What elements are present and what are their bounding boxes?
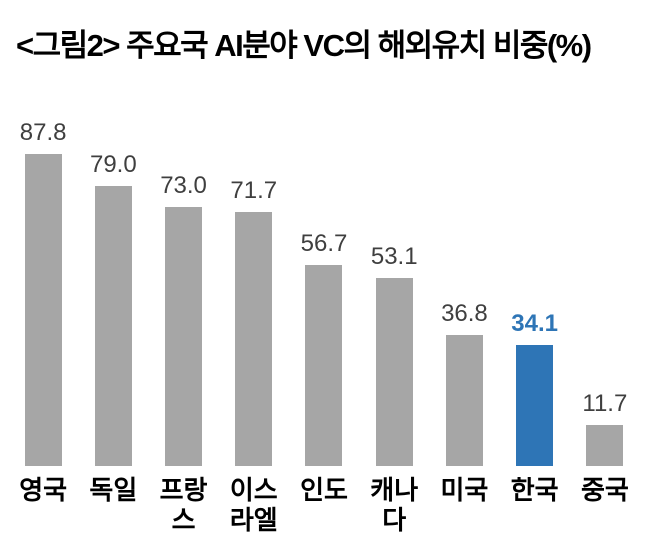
- value-label: 71.7: [230, 176, 278, 204]
- bar-chart: 87.8 영국 79.0 독일 73.0 프랑스 71.7 이스 라엘 56.7 인도 53.1 캐나…: [8, 88, 640, 546]
- category-label: 프랑스: [159, 475, 208, 535]
- value-label: 73.0: [160, 171, 207, 199]
- value-label: 56.7: [300, 229, 348, 257]
- category-label: 이스 라엘: [229, 475, 278, 535]
- value-label: 34.1: [511, 309, 558, 337]
- bar-column: 36.8 미국: [429, 88, 499, 546]
- bar: [94, 185, 132, 466]
- value-label: 79.0: [89, 150, 137, 178]
- bar-column: 11.7 중국: [570, 88, 640, 546]
- category-label: 영국: [19, 475, 68, 505]
- category-label: 중국: [580, 475, 629, 505]
- bar-column: 56.7 인도: [289, 88, 359, 546]
- bar: [375, 277, 413, 466]
- bar: [445, 335, 483, 466]
- bar-highlight: [516, 344, 554, 466]
- value-label: 36.8: [441, 300, 488, 328]
- bar: [24, 154, 62, 466]
- value-label: 53.1: [370, 242, 418, 270]
- value-label: 11.7: [582, 389, 628, 417]
- bar-column: 53.1 캐나다: [359, 88, 429, 546]
- chart-title: <그림2> 주요국 AI분야 VC의 해외유치 비중(%): [16, 28, 592, 63]
- value-label: 87.8: [19, 119, 67, 147]
- category-label: 인도: [300, 475, 348, 505]
- bar-column: 79.0 독일: [78, 88, 148, 546]
- bar: [235, 211, 273, 466]
- category-label: 독일: [89, 475, 138, 505]
- category-label: 미국: [440, 475, 489, 505]
- category-label: 한국: [510, 475, 559, 505]
- bar: [165, 206, 203, 466]
- bar-column: 87.8 영국: [8, 88, 78, 546]
- category-label: 캐나다: [370, 475, 419, 535]
- bar-column: 34.1 한국: [500, 88, 570, 546]
- bar: [586, 424, 624, 466]
- bar-column: 73.0 프랑스: [148, 88, 218, 546]
- bar-column: 71.7 이스 라엘: [219, 88, 289, 546]
- bar: [305, 264, 343, 466]
